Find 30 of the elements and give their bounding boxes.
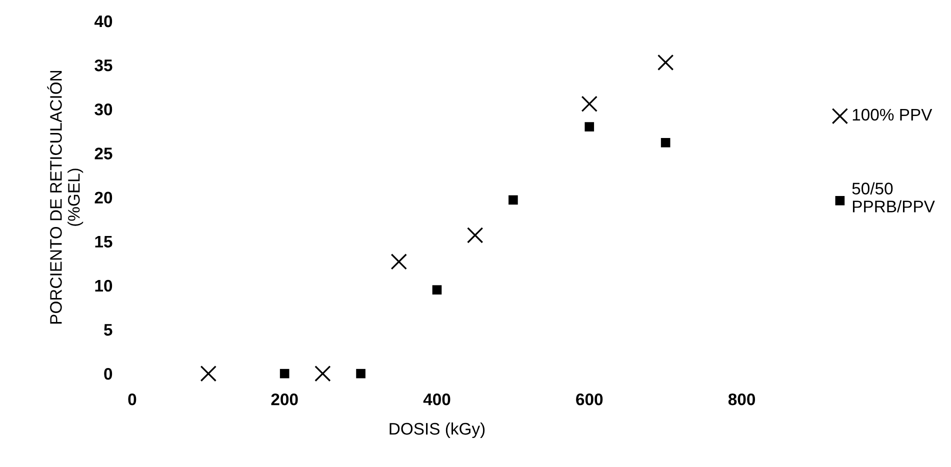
y-tick-label: 20: [94, 192, 112, 204]
legend-label: 100% PPV: [852, 108, 932, 121]
x-tick-label: 200: [271, 393, 298, 406]
point: [466, 227, 484, 244]
x-tick-label: 800: [728, 393, 755, 406]
point: [581, 96, 598, 112]
y-tick-label: 10: [95, 280, 112, 292]
x-tick-label: 600: [576, 393, 603, 406]
x-tick-label: 0: [128, 393, 136, 406]
x-tick-label: 400: [423, 393, 450, 406]
y-tick-label: 25: [94, 148, 112, 160]
y-tick-label: 30: [94, 104, 112, 116]
y-tick-label: 15: [95, 236, 112, 248]
legend-label: 50/50 PPRB/PPV: [852, 182, 935, 212]
y-tick-label: 35: [94, 59, 112, 72]
point: [280, 368, 290, 378]
x-axis-title: DOSIS (kGy): [390, 422, 485, 438]
point: [356, 368, 366, 378]
y-axis-title: PORCIENTO DE RETICULACIÓN (%GEL): [47, 71, 84, 324]
y-tick-label: 5: [104, 324, 112, 336]
point: [657, 54, 674, 71]
point: [432, 285, 442, 295]
point: [200, 365, 217, 382]
point: [314, 365, 331, 382]
point: [390, 254, 408, 270]
point: [508, 195, 518, 205]
point: [660, 138, 670, 148]
y-tick-label: 40: [94, 15, 112, 28]
y-tick-label: 0: [104, 368, 112, 380]
point: [584, 122, 594, 132]
